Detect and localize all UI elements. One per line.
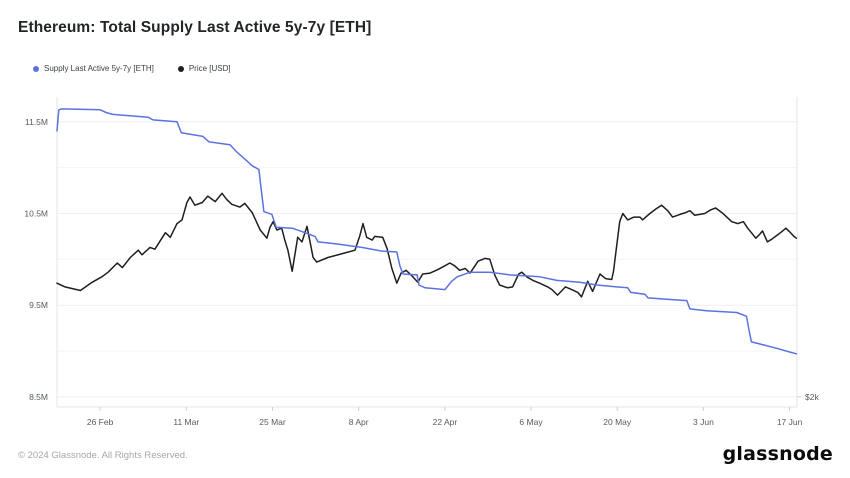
x-axis-tick-label: 3 Jun (693, 417, 714, 427)
legend-label-supply: Supply Last Active 5y-7y [ETH] (44, 64, 154, 73)
copyright-text: © 2024 Glassnode. All Rights Reserved. (18, 450, 188, 461)
x-axis-tick-label: 26 Feb (87, 417, 114, 427)
price-series-dot-icon (177, 65, 184, 72)
x-axis-tick-label: 11 Mar (173, 417, 199, 427)
x-axis-tick-label: 25 Mar (259, 417, 286, 427)
supply-series-dot-icon (33, 65, 39, 72)
legend-label-price: Price [USD] (188, 64, 231, 73)
glassnode-logo: glassnode (722, 443, 833, 465)
x-axis-tick-label: 8 Apr (349, 417, 369, 427)
supply-series-line (56, 108, 798, 355)
x-axis-tick-label: 6 May (519, 417, 543, 427)
x-axis-tick-label: 22 Apr (433, 417, 458, 427)
legend-item-supply[interactable]: Supply Last Active 5y-7y [ETH] (33, 64, 154, 73)
x-axis-tick-label: 17 Jun (777, 417, 803, 427)
page-title: Ethereum: Total Supply Last Active 5y-7y… (18, 19, 372, 36)
y-axis-tick-label: 10.5M (24, 209, 48, 219)
right-axis-tick-label: $2k (805, 392, 819, 402)
chart-legend: Supply Last Active 5y-7y [ETH] Price [US… (33, 64, 231, 73)
x-axis-tick-label: 20 May (603, 417, 632, 427)
price-series-line (56, 192, 798, 298)
legend-item-price[interactable]: Price [USD] (177, 64, 231, 73)
y-axis-tick-label: 9.5M (29, 300, 48, 310)
y-axis-tick-label: 11.5M (25, 117, 48, 127)
y-axis-tick-label: 8.5M (29, 392, 48, 402)
